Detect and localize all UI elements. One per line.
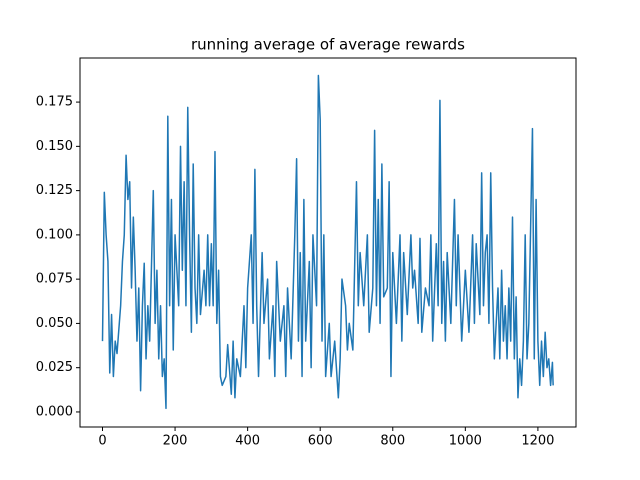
chart-title: running average of average rewards bbox=[191, 36, 465, 54]
y-tick-label: 0.025 bbox=[36, 360, 73, 375]
x-tick-label: 0 bbox=[98, 434, 106, 449]
y-tick-label: 0.100 bbox=[36, 227, 73, 242]
x-tick-label: 200 bbox=[163, 434, 188, 449]
y-tick-label: 0.150 bbox=[36, 139, 73, 154]
y-tick-label: 0.125 bbox=[36, 183, 73, 198]
y-tick-label: 0.050 bbox=[36, 316, 73, 331]
x-tick-label: 600 bbox=[308, 434, 333, 449]
x-tick-label: 400 bbox=[235, 434, 260, 449]
x-tick-label: 1200 bbox=[521, 434, 554, 449]
data-line bbox=[101, 74, 554, 410]
x-tick-label: 1000 bbox=[449, 434, 482, 449]
y-tick-label: 0.000 bbox=[36, 404, 73, 419]
x-tick-label: 800 bbox=[380, 434, 405, 449]
plot-frame bbox=[79, 57, 577, 428]
y-tick-label: 0.075 bbox=[36, 272, 73, 287]
y-tick-label: 0.175 bbox=[36, 95, 73, 110]
